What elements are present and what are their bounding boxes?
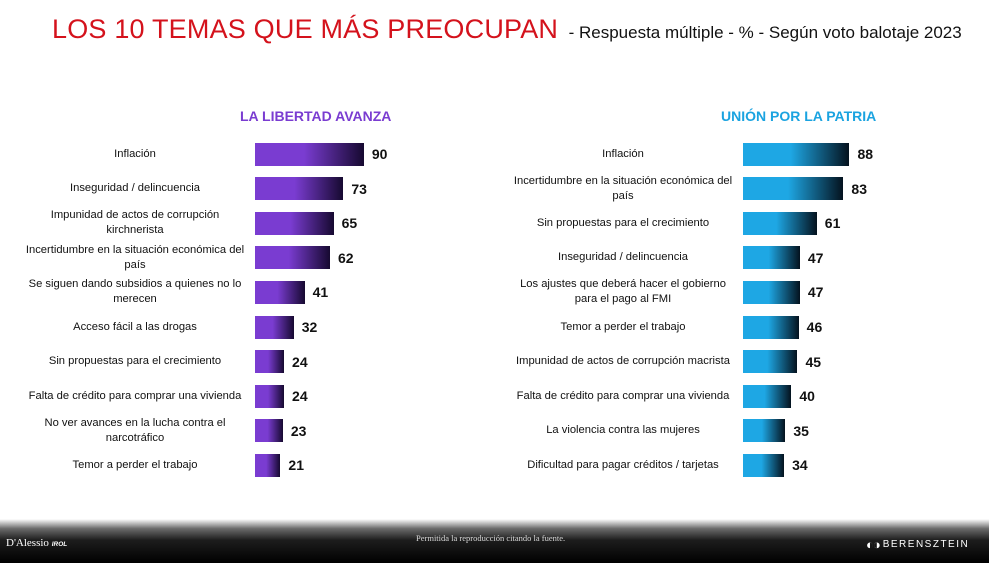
value-label: 62 (338, 249, 354, 266)
value-label: 83 (851, 180, 867, 197)
chart-title-union-por-la-patria: UNIÓN POR LA PATRIA (721, 108, 877, 124)
value-label: 23 (290, 422, 307, 439)
bar (255, 280, 305, 304)
category-label: Inflación (602, 147, 644, 160)
category-label: Los ajustes que deberá hacer el gobierno… (520, 278, 726, 306)
category-label: Temor a perder el trabajo (72, 458, 198, 471)
category-label: No ver avances en la lucha contra el nar… (44, 416, 226, 444)
bar (743, 211, 817, 235)
bar (255, 419, 283, 443)
category-label: Impunidad de actos de corrupción macrist… (516, 355, 730, 368)
category-label: Falta de crédito para comprar una vivien… (28, 389, 242, 402)
bar (743, 142, 850, 166)
value-label: 47 (807, 249, 824, 266)
category-label: Inseguridad / delincuencia (70, 182, 200, 195)
category-label: Inseguridad / delincuencia (558, 251, 688, 264)
bar (743, 280, 800, 304)
bar (743, 177, 844, 201)
category-label: Inflación (114, 147, 156, 160)
value-label: 65 (341, 215, 358, 232)
value-label: 46 (806, 319, 823, 335)
bar (255, 177, 344, 201)
bar (743, 453, 785, 477)
value-label: 32 (301, 319, 318, 335)
footer: D'Alessio IROL Permitida la reproducción… (0, 519, 989, 563)
category-label: Incertidumbre en la situación económica … (25, 243, 245, 271)
page-title-row: LOS 10 TEMAS QUE MÁS PREOCUPAN - Respues… (52, 14, 962, 45)
bar (255, 453, 281, 477)
page-title: LOS 10 TEMAS QUE MÁS PREOCUPAN (52, 14, 559, 44)
bar (255, 142, 364, 166)
category-label: Falta de crédito para comprar una vivien… (516, 389, 730, 402)
category-label: Sin propuestas para el crecimiento (536, 216, 710, 229)
value-label: 73 (351, 180, 367, 197)
value-label: 45 (805, 353, 822, 370)
category-label: Impunidad de actos de corrupción kirchne… (50, 209, 220, 237)
bar (255, 350, 285, 374)
bar (743, 350, 798, 374)
value-label: 24 (292, 388, 308, 405)
category-label: Sin propuestas para el crecimiento (48, 355, 222, 368)
value-label: 90 (371, 146, 388, 162)
value-label: 47 (807, 284, 824, 301)
bar (743, 246, 800, 270)
category-label: Acceso fácil a las drogas (73, 320, 197, 333)
footer-note: Permitida la reproducción citando la fue… (416, 533, 566, 543)
bar (255, 315, 294, 339)
bar (255, 384, 285, 408)
value-label: 88 (857, 146, 874, 162)
chart-title-libertad-avanza: LA LIBERTAD AVANZA (240, 108, 392, 124)
value-label: 21 (288, 457, 304, 474)
category-label: Dificultad para pagar créditos / tarjeta… (527, 458, 719, 471)
category-label: La violencia contra las mujeres (546, 424, 700, 437)
value-label: 35 (793, 422, 809, 439)
value-label: 41 (312, 284, 329, 301)
berensztein-logo: ◐◑ BERENSZTEIN (866, 537, 970, 552)
bar (743, 315, 799, 339)
dalessio-logo: D'Alessio IROL (6, 537, 68, 549)
bar (255, 211, 334, 235)
value-label: 40 (799, 388, 815, 405)
bar (743, 384, 792, 408)
page-subtitle: - Respuesta múltiple - % - Según voto ba… (568, 23, 962, 42)
berensztein-mark-icon: ◐◑ (866, 537, 881, 552)
bar (743, 419, 786, 443)
category-label: Incertidumbre en la situación económica … (513, 174, 733, 202)
value-label: 61 (824, 215, 841, 232)
category-label: Temor a perder el trabajo (560, 320, 686, 333)
value-label: 34 (792, 457, 808, 474)
value-label: 24 (292, 353, 308, 370)
bar (255, 246, 331, 270)
category-label: Se siguen dando subsidios a quienes no l… (28, 278, 242, 306)
